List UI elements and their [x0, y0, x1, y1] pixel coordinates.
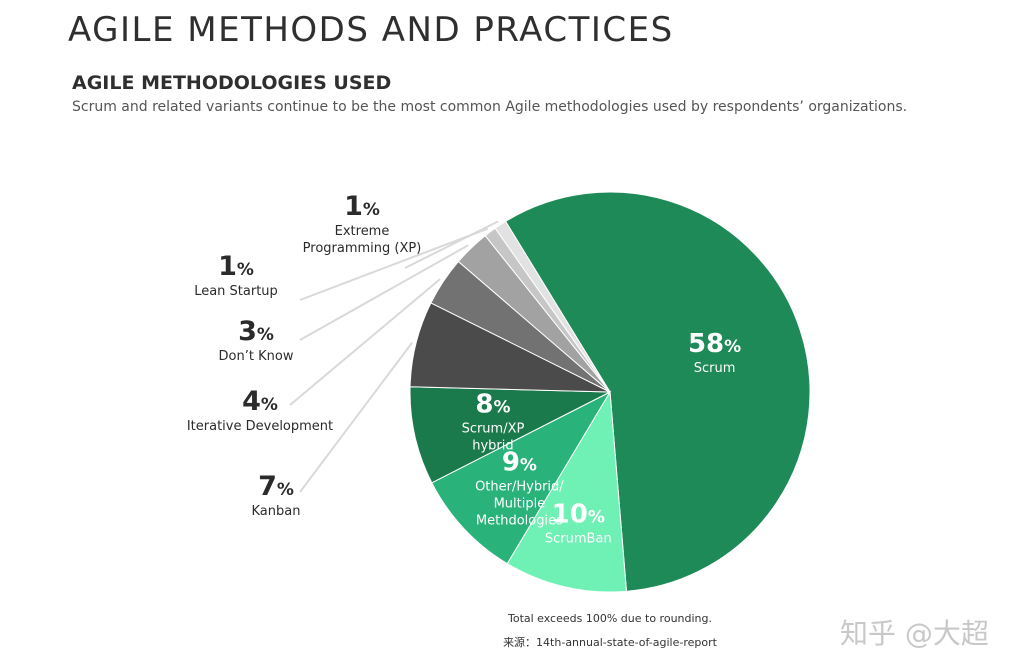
slice-category-label: Iterative Development: [187, 419, 333, 434]
chart-subtitle: Scrum and related variants continue to b…: [72, 99, 908, 115]
source-note: 来源：14th-annual-state-of-agile-report: [503, 636, 717, 649]
section-title: AGILE METHODOLOGIES USED: [72, 72, 392, 94]
watermark: 知乎 @大超: [840, 617, 989, 650]
pie-slice: [431, 390, 612, 565]
pie-slice: [506, 390, 628, 593]
slice-category-label: Other/Hybrid/: [475, 480, 564, 495]
slice-category-label: Multiple: [494, 497, 546, 512]
slice-value-label: 8%: [475, 389, 510, 419]
pie-slice: [504, 191, 811, 592]
slice-category-label: Scrum: [694, 361, 736, 376]
leader-line: [404, 220, 499, 269]
slice-value-label: 58%: [688, 329, 741, 359]
pie-slice: [494, 220, 611, 393]
slice-category-label: Don’t Know: [219, 349, 294, 364]
slice-value-label: 9%: [502, 448, 537, 478]
slice-category-label: Lean Startup: [194, 284, 278, 299]
slice-category-label: Scrum/XP: [462, 421, 525, 436]
slice-category-label: Extreme: [335, 224, 390, 239]
leader-line: [289, 278, 441, 406]
slice-value-label: 1%: [218, 251, 254, 282]
slice-value-label: 3%: [238, 316, 274, 347]
slice-category-label: Kanban: [252, 504, 301, 519]
slice-value-label: 1%: [344, 191, 380, 222]
slice-category-label: Programming (XP): [303, 241, 422, 256]
leader-line: [299, 244, 469, 341]
slice-category-label: Methdologies: [476, 514, 563, 529]
slice-value-label: 7%: [258, 471, 294, 502]
slice-value-label: 10%: [552, 499, 605, 529]
rounding-note: Total exceeds 100% due to rounding.: [507, 612, 712, 625]
pie-slice: [409, 386, 611, 484]
slice-value-label: 4%: [242, 386, 278, 417]
page-title: AGILE METHODS AND PRACTICES: [68, 10, 674, 50]
slice-category-label: ScrumBan: [545, 531, 612, 546]
leader-line: [299, 227, 489, 301]
leader-line: [299, 342, 413, 493]
slice-category-label: hybrid: [472, 438, 513, 453]
